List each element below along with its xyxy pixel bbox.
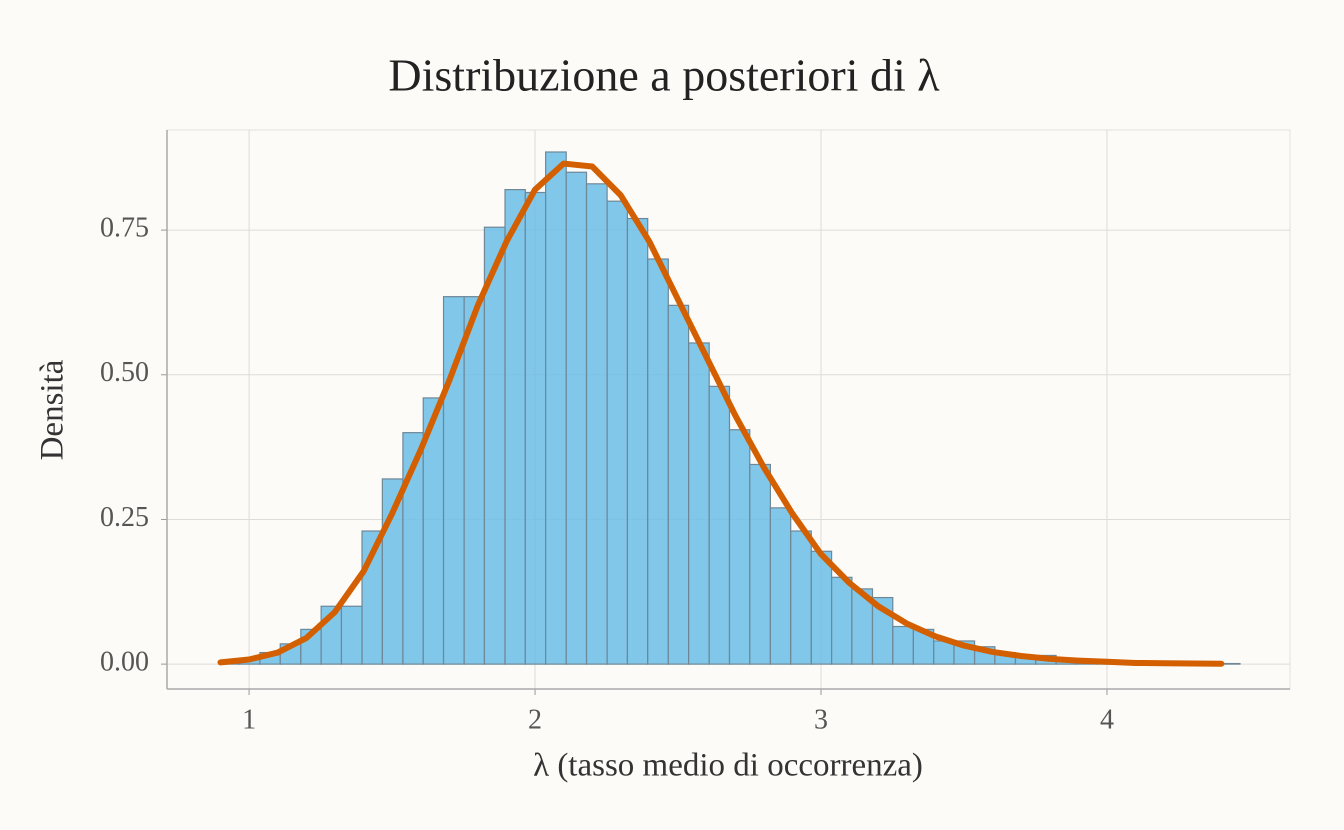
x-tick-label: 4 [1100,704,1114,735]
bar [810,550,833,665]
bar [830,576,853,665]
x-tick-label: 2 [528,704,542,735]
bar [504,189,526,665]
bar [463,296,486,665]
bar [565,171,588,665]
x-tick-label: 1 [242,704,256,735]
bar [790,530,812,665]
x-axis-label: λ (tasso medio di occorrenza) [533,748,923,784]
x-tick-label: 3 [814,704,828,735]
bar [585,183,608,665]
bar [340,605,363,665]
bar [688,342,710,665]
chart-title: Distribuzione a posteriori di λ [388,50,940,101]
y-axis-label: Densità [35,359,71,460]
bar [749,463,771,665]
y-tick-label: 0.00 [100,647,149,678]
bar [708,385,731,665]
y-tick-label: 0.25 [100,502,149,533]
bar [626,217,649,665]
bar [647,258,669,665]
bar [524,191,547,665]
bar [606,200,629,665]
y-tick-label: 0.50 [100,357,149,388]
bar [728,429,751,665]
bar [545,151,567,665]
y-tick-label: 0.75 [100,213,149,244]
bar [892,625,914,665]
bar [769,507,792,665]
density-curve [217,160,1225,667]
bar [667,304,690,665]
bar [483,226,506,665]
